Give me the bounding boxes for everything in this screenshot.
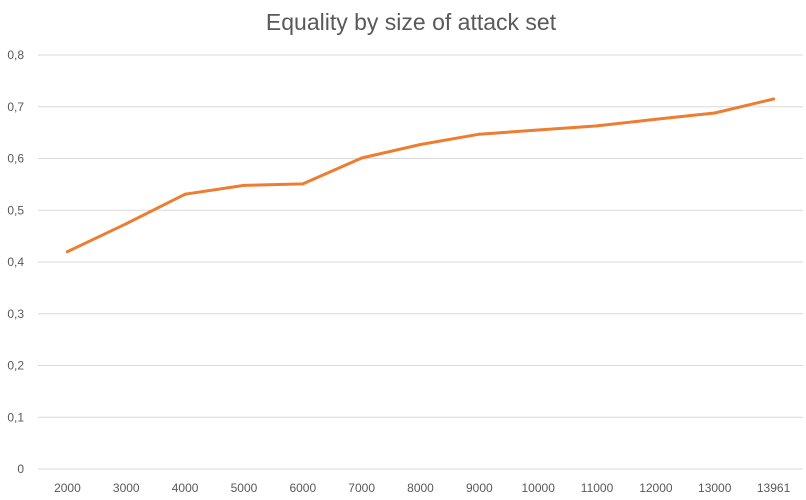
data-point	[65, 250, 69, 254]
data-point	[536, 128, 540, 132]
series-line	[65, 97, 776, 254]
x-tick-label: 13000	[698, 481, 732, 495]
data-point	[124, 222, 128, 226]
x-tick-label: 4000	[172, 481, 199, 495]
y-tick-label: 0,7	[7, 100, 24, 114]
data-point	[772, 97, 776, 101]
data-point	[242, 183, 246, 187]
y-tick-label: 0,3	[7, 307, 24, 321]
x-tick-label: 8000	[407, 481, 434, 495]
x-tick-label: 7000	[348, 481, 375, 495]
x-tick-label: 12000	[639, 481, 673, 495]
data-point	[360, 156, 364, 160]
data-point	[183, 192, 187, 196]
x-tick-label: 10000	[522, 481, 556, 495]
data-point	[654, 117, 658, 121]
series-layer	[65, 97, 776, 254]
y-tick-label: 0,2	[7, 359, 24, 373]
data-point	[713, 111, 717, 115]
data-point	[477, 132, 481, 136]
y-tick-label: 0,5	[7, 203, 24, 217]
x-tick-label: 5000	[231, 481, 258, 495]
y-tick-label: 0	[17, 462, 24, 476]
y-tick-label: 0,6	[7, 152, 24, 166]
y-axis-tick-labels: 0 0,1 0,2 0,3 0,4 0,5 0,6 0,7 0,8	[7, 48, 24, 476]
x-tick-label: 2000	[54, 481, 81, 495]
x-tick-label: 13961	[757, 481, 791, 495]
x-tick-label: 9000	[466, 481, 493, 495]
x-tick-label: 6000	[289, 481, 316, 495]
data-point	[419, 143, 422, 147]
data-point	[595, 124, 599, 128]
x-tick-label: 11000	[581, 481, 614, 495]
y-tick-label: 0,4	[7, 255, 24, 269]
chart-title: Equality by size of attack set	[266, 9, 557, 35]
data-point	[301, 182, 305, 186]
x-axis-tick-labels: 2000 3000 4000 5000 6000 7000 8000 9000 10000 110…	[54, 481, 791, 495]
gridlines	[38, 54, 803, 470]
x-tick-label: 3000	[113, 481, 140, 495]
y-tick-label: 0,1	[7, 410, 24, 424]
y-tick-label: 0,8	[7, 48, 24, 62]
